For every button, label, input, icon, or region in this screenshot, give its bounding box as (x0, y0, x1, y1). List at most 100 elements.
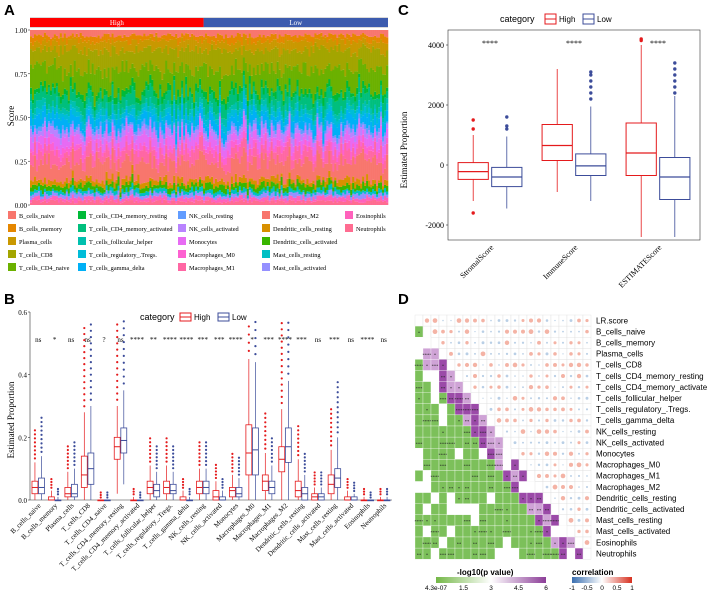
panel-a-stack-segment (234, 196, 238, 202)
panel-a-stack-segment (59, 167, 63, 182)
panel-a-stack-segment (83, 30, 86, 38)
panel-a-stack-segment (300, 191, 303, 195)
panel-a-stack-segment (306, 41, 309, 49)
panel-a-stack-segment (183, 135, 186, 140)
panel-a-stack-segment (37, 113, 41, 127)
panel-a-stack-segment (362, 103, 365, 111)
panel-a-stack-segment (155, 200, 158, 205)
panel-a-stack-segment (73, 180, 77, 186)
panel-a-stack-segment (97, 30, 100, 36)
panel-a-stack-segment (87, 181, 90, 188)
panel-a-stack-segment (187, 44, 190, 66)
panel-a-stack-segment (79, 38, 83, 51)
panel-a-stack-segment (378, 128, 381, 133)
panel-a-stack-segment (288, 30, 291, 35)
panel-a-stack-segment (292, 192, 295, 198)
panel-a-stack-segment (99, 109, 102, 116)
panel-a-stack-segment (185, 191, 188, 195)
panel-a-stack-segment (294, 103, 297, 109)
panel-a-stack-segment (240, 87, 244, 92)
panel-a-stack-segment (228, 200, 232, 203)
panel-d-corr-circle (505, 352, 509, 355)
panel-a-stack-segment (278, 56, 281, 70)
panel-a-stack-segment (165, 94, 168, 105)
panel-a-stack-segment (378, 149, 381, 153)
panel-a-stack-segment (368, 146, 371, 151)
panel-a-stack-segment (107, 202, 110, 205)
panel-a-stack-segment (79, 200, 83, 205)
panel-a-stack-segment (216, 202, 220, 205)
panel-b-outlier (303, 459, 306, 462)
panel-d-corr-circle (536, 318, 542, 323)
panel-a-legend-label: Macrophages_M1 (189, 265, 235, 272)
panel-a-stack-segment (115, 30, 118, 38)
panel-a-stack-segment (238, 47, 242, 70)
panel-a-stack-segment (159, 176, 162, 181)
panel-b-outlier (73, 445, 76, 448)
panel-a-stack-segment (35, 200, 39, 205)
panel-a-stack-segment (284, 84, 287, 90)
panel-a-stack-segment (380, 106, 383, 112)
panel-a-stack-segment (302, 194, 305, 200)
panel-a-stack-segment (123, 41, 126, 54)
panel-a-stack-segment (171, 121, 174, 129)
panel-a-stack-segment (320, 182, 323, 186)
panel-b-outlier (287, 343, 290, 346)
panel-a-stack-segment (179, 144, 182, 151)
panel-a-stack-segment (360, 40, 363, 48)
panel-a-stack-segment (232, 141, 236, 148)
panel-a-stack-segment (210, 153, 214, 163)
panel-b-significance: * (53, 336, 57, 344)
panel-a-stack-segment (338, 64, 341, 94)
panel-b-outlier (89, 367, 92, 370)
panel-a-stack-segment (254, 44, 258, 51)
panel-a-stack-segment (278, 193, 281, 197)
panel-a-stack-segment (57, 129, 61, 134)
panel-a-stack-segment (37, 195, 41, 200)
panel-a-stack-segment (338, 143, 341, 152)
panel-a-stack-segment (258, 202, 262, 205)
panel-a-stack-segment (360, 141, 363, 147)
panel-a-stack-segment (342, 39, 345, 53)
panel-a-stack-segment (147, 153, 150, 164)
panel-a-stack-segment (372, 119, 375, 127)
panel-a-stack-segment (163, 124, 166, 134)
panel-a-stack-segment (73, 39, 77, 46)
panel-a-stack-segment (322, 161, 325, 168)
panel-b-outlier (89, 323, 92, 326)
panel-a-stack-segment (228, 130, 232, 134)
panel-a-stack-segment (280, 185, 283, 191)
panel-a-stack-segment (155, 121, 158, 131)
panel-a-stack-segment (268, 119, 271, 127)
panel-a-stack-segment (260, 144, 263, 153)
panel-a-stack-segment (270, 62, 273, 89)
panel-a-stack-segment (109, 56, 112, 83)
panel-a-stack-segment (71, 142, 75, 149)
panel-a-stack-segment (216, 113, 220, 120)
panel-a-stack-segment (258, 141, 262, 154)
panel-a-stack-segment (278, 196, 281, 199)
panel-a-stack-segment (374, 183, 377, 192)
panel-a-stack-segment (240, 190, 244, 193)
panel-a-stack-segment (216, 99, 220, 106)
panel-b-outlier (231, 466, 234, 470)
panel-a-stack-segment (53, 127, 57, 131)
panel-c-outlier (505, 127, 509, 131)
panel-d-corr-circle (432, 318, 438, 323)
panel-a-stack-segment (155, 108, 158, 114)
panel-d-corr-circle (561, 341, 565, 344)
panel-a-stack-segment (310, 161, 313, 183)
panel-a-stack-segment (310, 132, 313, 138)
panel-a-stack-segment (284, 118, 287, 126)
panel-a-stack-segment (163, 34, 166, 39)
panel-a-legend-swatch (178, 250, 186, 258)
panel-a-legend-label: Macrophages_M2 (273, 213, 319, 220)
panel-a-stack-segment (167, 194, 170, 197)
panel-a-stack-segment (41, 185, 45, 195)
panel-d-corr-circle (497, 385, 501, 389)
panel-a-stack-segment (216, 138, 220, 145)
panel-a-stack-segment (284, 38, 287, 51)
panel-a-stack-segment (254, 30, 258, 38)
panel-a-stack-segment (238, 195, 242, 201)
panel-a-stack-segment (212, 199, 216, 202)
